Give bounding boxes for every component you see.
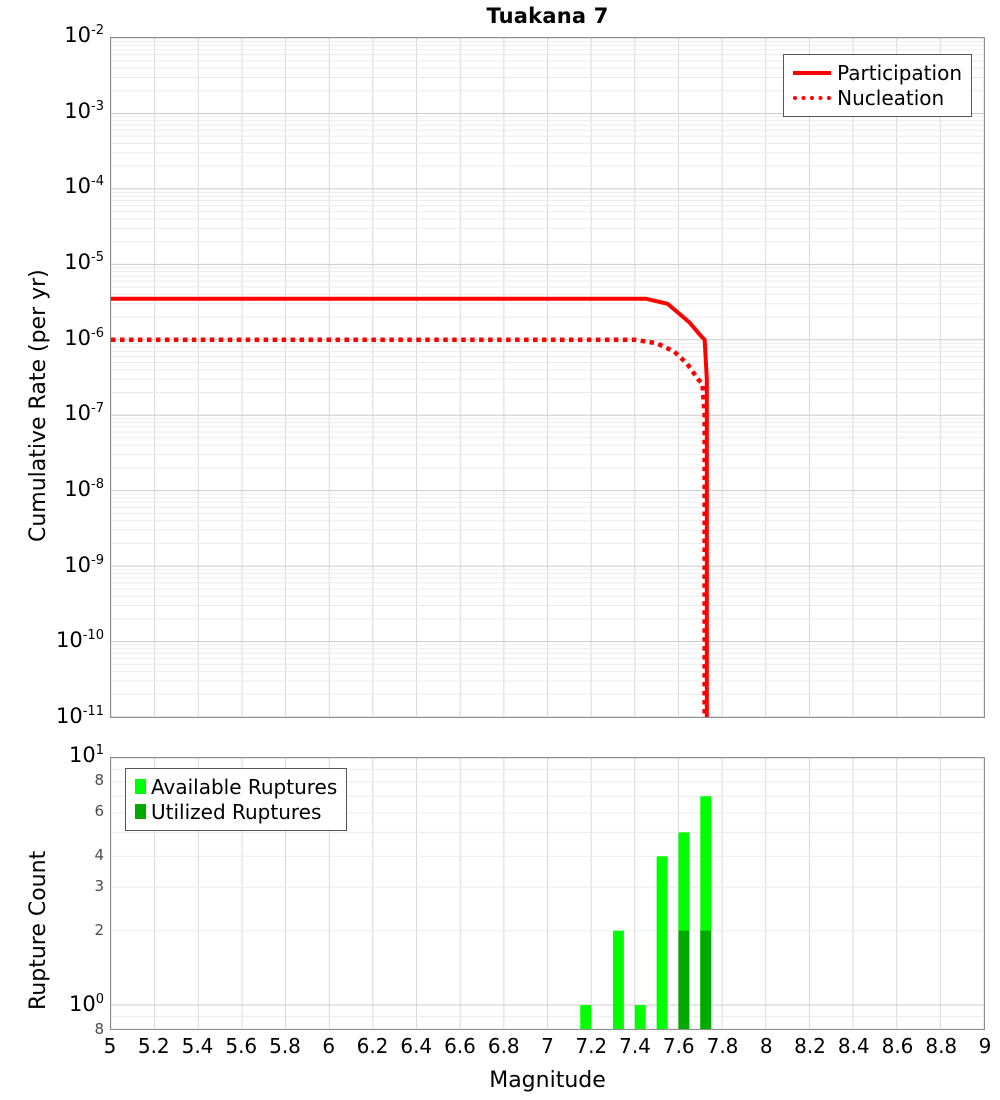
- x-axis-title: Magnitude: [489, 1068, 606, 1093]
- x-tick-label: 7.8: [706, 1034, 739, 1058]
- x-tick-label: 6: [322, 1034, 336, 1058]
- x-tick-label: 6.6: [444, 1034, 476, 1058]
- legend-label-available-ruptures: Available Ruptures: [151, 774, 338, 799]
- x-tick-label: 7: [541, 1034, 554, 1058]
- y-tick-label: 10-10: [56, 628, 104, 653]
- legend-item-available-ruptures[interactable]: Available Ruptures: [135, 774, 337, 799]
- bottom-panel-axis-title-y: Rupture Count: [26, 850, 51, 1010]
- y-tick-label: 6: [94, 802, 104, 821]
- y-tick-label: 2: [94, 920, 104, 939]
- x-tick-label: 5.4: [181, 1034, 214, 1058]
- available-ruptures-swatch-icon: [135, 779, 146, 794]
- y-tick-label: 8: [94, 771, 104, 790]
- y-tick-label: 10-3: [64, 98, 104, 123]
- x-tick-label: 8.4: [837, 1034, 870, 1058]
- top-panel-legend: Participation Nucleation: [783, 54, 972, 117]
- y-tick-label: 10-4: [64, 174, 104, 199]
- y-tick-label: 10-9: [64, 552, 104, 577]
- top-panel-ytick-labels: 10-2 10-3 10-4 10-5 10-6 10-7 10-8 10-9 10-10 10-…: [0, 23, 104, 728]
- utilized-ruptures-bar: [700, 930, 712, 1029]
- top-panel-curves: [111, 296, 709, 717]
- available-ruptures-bar: [580, 1005, 592, 1029]
- x-tick-label: 6.8: [487, 1034, 520, 1058]
- y-tick-label: 10-8: [64, 477, 104, 501]
- legend-item-utilized-ruptures[interactable]: Utilized Ruptures: [135, 799, 337, 824]
- x-tick-label: 7.2: [575, 1034, 608, 1058]
- x-tick-label: 7.6: [662, 1034, 695, 1058]
- y-tick-label: 8: [94, 1020, 104, 1038]
- x-tick-label: 7.4: [619, 1034, 651, 1058]
- available-ruptures-bar: [656, 856, 668, 1029]
- legend-item-nucleation[interactable]: Nucleation: [793, 85, 962, 110]
- top-panel-axis-title-y: Cumulative Rate (per yr): [26, 269, 51, 542]
- y-tick-label: 10-2: [64, 23, 104, 47]
- figure-title: Tuakana 7: [486, 4, 609, 28]
- cumulative-rate-plot: Participation Nucleation: [110, 37, 985, 718]
- available-ruptures-bar: [612, 930, 624, 1029]
- bottom-panel-bars: [580, 796, 712, 1029]
- legend-item-participation[interactable]: Participation: [793, 60, 962, 85]
- x-tick-label: 6.2: [356, 1034, 389, 1058]
- y-tick-label: 100: [68, 991, 104, 1016]
- y-tick-label: 3: [94, 877, 104, 896]
- x-tick-label: 5.8: [269, 1034, 301, 1058]
- rupture-count-plot: Available Ruptures Utilized Ruptures: [110, 757, 985, 1030]
- y-tick-label: 10-6: [64, 325, 104, 350]
- bottom-panel-legend: Available Ruptures Utilized Ruptures: [125, 768, 348, 831]
- y-tick-label: 10-5: [64, 250, 104, 274]
- utilized-ruptures-swatch-icon: [135, 804, 146, 819]
- y-tick-label: 4: [94, 846, 104, 865]
- x-tick-label: 8.2: [794, 1034, 826, 1058]
- y-tick-label: 101: [68, 743, 104, 767]
- legend-label-participation: Participation: [837, 60, 962, 85]
- x-tick-label: 5: [103, 1034, 117, 1058]
- nucleation-line-icon: [793, 88, 832, 108]
- x-tick-label: 8.6: [881, 1034, 914, 1058]
- utilized-ruptures-bar: [678, 930, 690, 1029]
- x-tick-label: 9: [978, 1034, 992, 1058]
- x-tick-label: 6.4: [400, 1034, 433, 1058]
- y-tick-label: 10-11: [56, 704, 104, 728]
- x-tick-label: 8.8: [925, 1034, 958, 1058]
- legend-label-nucleation: Nucleation: [837, 85, 945, 110]
- bottom-panel-ytick-labels: 101 8 6 4 3 2 100 8: [0, 743, 104, 1038]
- y-tick-label: 10-7: [64, 401, 104, 426]
- x-tick-label: 5.2: [137, 1034, 170, 1058]
- available-ruptures-bar: [700, 796, 712, 1029]
- x-tick-label: 5.6: [225, 1034, 258, 1058]
- x-tick-label: 8: [759, 1034, 773, 1058]
- available-ruptures-bar: [634, 1005, 646, 1029]
- legend-label-utilized-ruptures: Utilized Ruptures: [151, 799, 322, 824]
- participation-line-icon: [793, 63, 832, 83]
